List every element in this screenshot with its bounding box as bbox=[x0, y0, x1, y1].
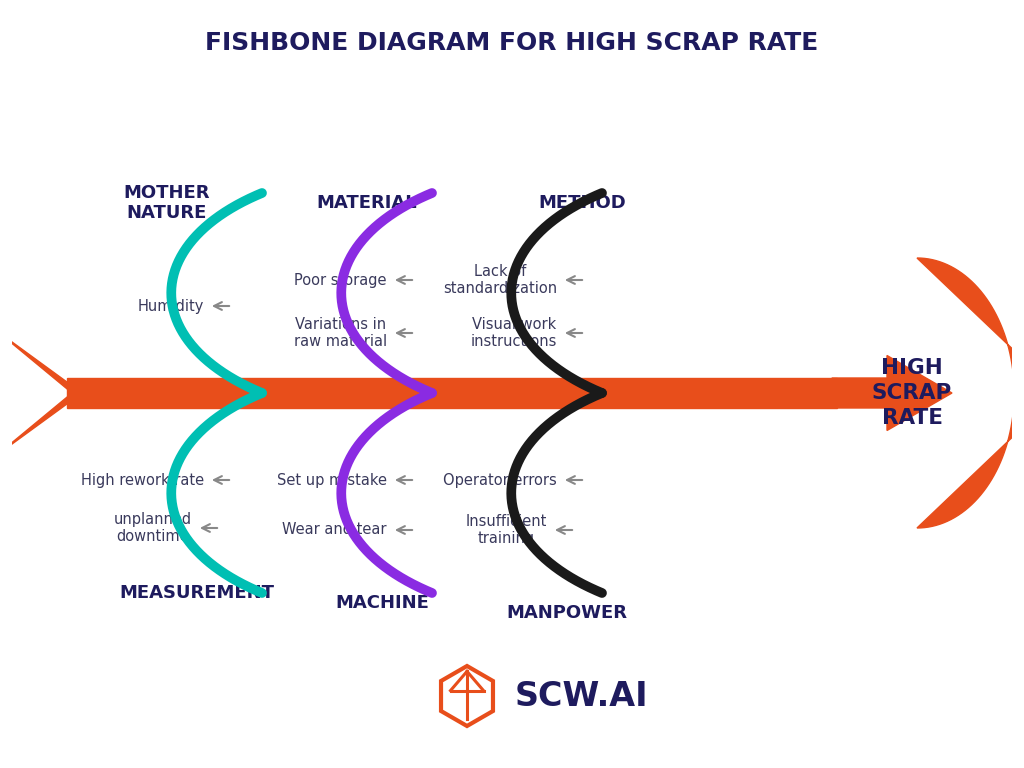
Polygon shape bbox=[0, 331, 82, 393]
Text: Insufficient
training: Insufficient training bbox=[466, 514, 547, 546]
Polygon shape bbox=[918, 258, 1024, 528]
Text: SCW.AI: SCW.AI bbox=[515, 680, 648, 713]
Text: MATERIAL: MATERIAL bbox=[316, 194, 418, 212]
Text: unplanned
downtime: unplanned downtime bbox=[114, 511, 193, 545]
FancyArrow shape bbox=[833, 356, 952, 431]
Text: HIGH
SCRAP
RATE: HIGH SCRAP RATE bbox=[871, 358, 952, 428]
Text: MEASUREMENT: MEASUREMENT bbox=[120, 584, 274, 602]
Text: MACHINE: MACHINE bbox=[335, 594, 429, 612]
Polygon shape bbox=[0, 393, 82, 455]
Text: Humidity: Humidity bbox=[137, 299, 204, 313]
Text: Variations in
raw material: Variations in raw material bbox=[294, 317, 387, 349]
Text: MANPOWER: MANPOWER bbox=[507, 604, 628, 622]
Text: Wear and tear: Wear and tear bbox=[283, 522, 387, 538]
Text: Lack of
standardization: Lack of standardization bbox=[442, 263, 557, 296]
Text: Poor storage: Poor storage bbox=[295, 273, 387, 287]
FancyArrow shape bbox=[67, 378, 837, 408]
Text: Operator errors: Operator errors bbox=[443, 472, 557, 488]
Text: FISHBONE DIAGRAM FOR HIGH SCRAP RATE: FISHBONE DIAGRAM FOR HIGH SCRAP RATE bbox=[206, 31, 818, 55]
Text: High rework rate: High rework rate bbox=[81, 472, 204, 488]
Text: Set up mistake: Set up mistake bbox=[278, 472, 387, 488]
Text: MOTHER
NATURE: MOTHER NATURE bbox=[124, 184, 210, 223]
Text: METHOD: METHOD bbox=[539, 194, 626, 212]
Text: Visual work
instructions: Visual work instructions bbox=[471, 317, 557, 349]
